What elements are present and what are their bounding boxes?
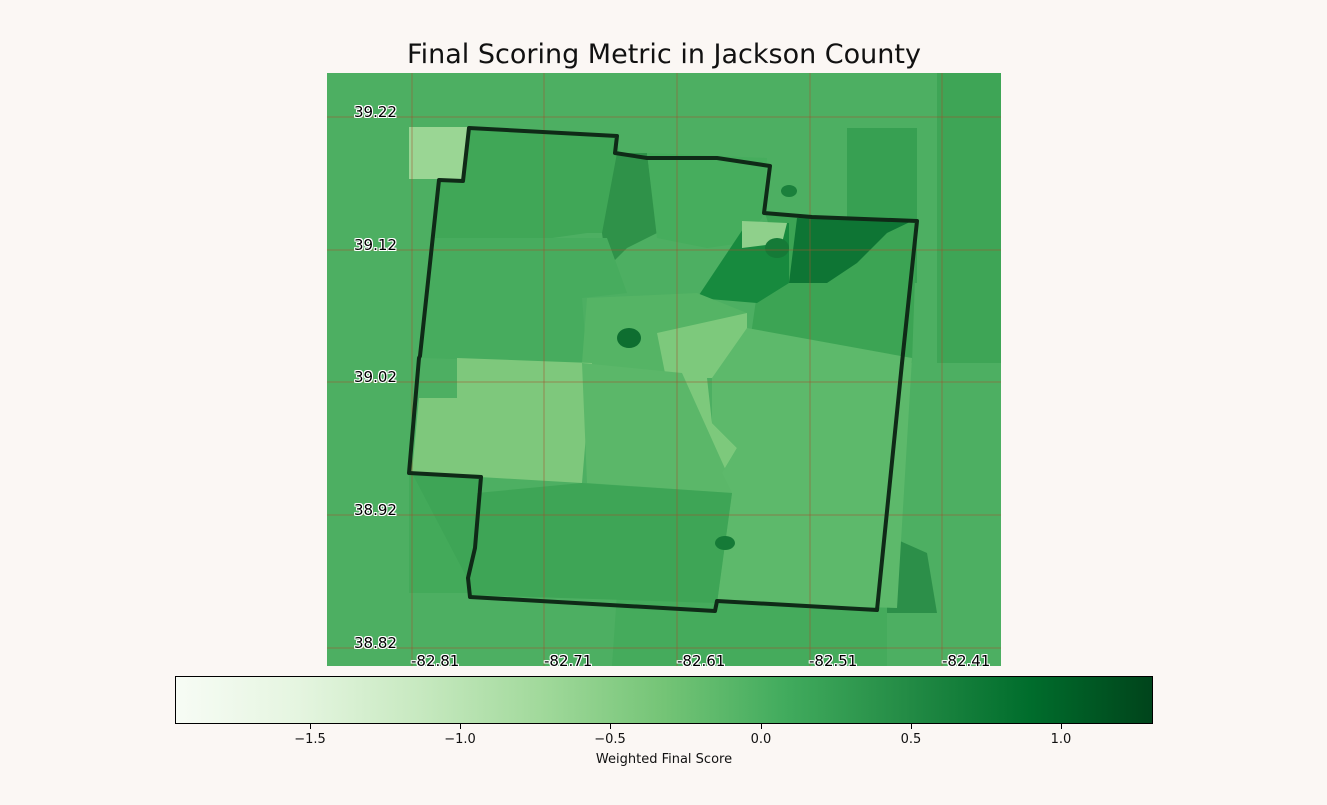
colorbar-tick-label: −0.5 [594,732,626,747]
choropleth-map [327,73,1001,666]
region-north-1 [435,128,627,238]
lon-label: -82.71 [544,652,593,670]
colorbar-label: Weighted Final Score [595,752,733,767]
region-east-strip [937,73,1001,363]
urban-spot-1 [617,328,641,348]
region-west-mid [422,238,627,363]
county-boundary [407,126,919,613]
region-north-2 [602,153,657,268]
lat-label: 38.92 [354,501,397,519]
colorbar-tick [761,724,762,729]
colorbar-tick-label: −1.5 [294,732,326,747]
colorbar-tick [460,724,461,729]
region-south-west [412,473,732,603]
colorbar-tick [610,724,611,729]
region-west-light [412,358,592,483]
lon-label: -82.41 [942,652,991,670]
colorbar-tick-label: 0.0 [750,732,772,747]
colorbar-gradient [176,677,1152,723]
colorbar-tick-label: 0.5 [900,732,922,747]
colorbar-tick-label: 1.0 [1050,732,1072,747]
lon-label: -82.81 [411,652,460,670]
lat-label: 39.12 [354,236,397,254]
lat-label: 39.22 [354,103,397,121]
urban-spot-4 [715,536,735,550]
colorbar-tick-label: −1.0 [444,732,476,747]
colorbar-tick [1061,724,1062,729]
lon-label: -82.51 [809,652,858,670]
map-title: Final Scoring Metric in Jackson County [407,39,921,70]
urban-spot-3 [781,185,797,197]
colorbar-tick [911,724,912,729]
urban-spot-2 [765,238,789,258]
colorbar [175,676,1153,724]
lat-label: 38.82 [354,634,397,652]
lat-label: 39.02 [354,368,397,386]
colorbar-tick [310,724,311,729]
region-nw-light [409,127,467,179]
lon-label: -82.61 [677,652,726,670]
region-center-south [582,363,732,493]
graticule [327,73,1001,666]
region-east-mid [712,328,912,608]
